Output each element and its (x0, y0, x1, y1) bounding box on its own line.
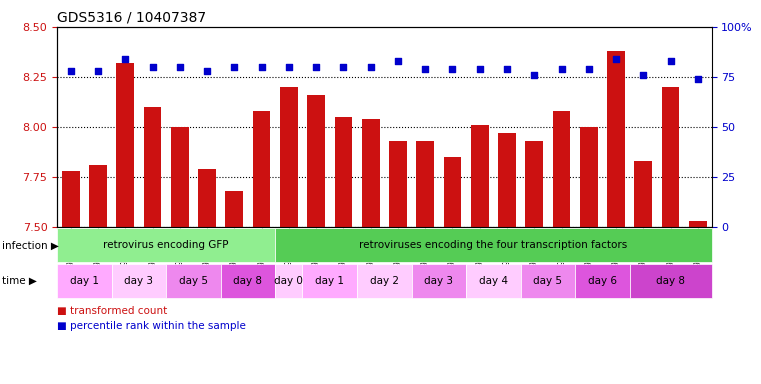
Text: day 0: day 0 (275, 276, 304, 286)
Point (283, 64, 295, 70)
Bar (580, 127, 597, 227)
Bar (498, 133, 516, 227)
Point (692, 76, 704, 82)
Point (583, 66, 595, 72)
Text: infection ▶: infection ▶ (2, 240, 59, 250)
Bar (307, 95, 325, 227)
Text: day 2: day 2 (370, 276, 399, 286)
Bar (335, 117, 352, 227)
Bar (444, 157, 461, 227)
Point (664, 58, 677, 64)
Bar (389, 141, 407, 227)
Bar (62, 170, 80, 227)
Point (256, 64, 268, 70)
Bar (552, 111, 571, 227)
Text: day 3: day 3 (425, 276, 454, 286)
Point (392, 58, 404, 64)
Bar (607, 51, 625, 227)
Text: day 3: day 3 (124, 276, 154, 286)
Text: day 8: day 8 (234, 276, 263, 286)
Text: day 8: day 8 (656, 276, 685, 286)
Point (637, 72, 649, 78)
Bar (253, 111, 270, 227)
Bar (689, 220, 707, 227)
Text: day 6: day 6 (588, 276, 617, 286)
Bar (361, 119, 380, 227)
Bar (171, 127, 189, 227)
Text: retroviruses encoding the four transcription factors: retroviruses encoding the four transcrip… (359, 240, 628, 250)
Point (447, 66, 459, 72)
Point (228, 64, 240, 70)
Point (92, 68, 104, 74)
Text: GDS5316 / 10407387: GDS5316 / 10407387 (57, 10, 206, 24)
Point (201, 68, 213, 74)
Bar (144, 107, 161, 227)
Bar (662, 87, 680, 227)
Point (610, 56, 622, 62)
Point (65, 68, 77, 74)
Bar (525, 141, 543, 227)
Bar (471, 125, 489, 227)
Text: retrovirus encoding GFP: retrovirus encoding GFP (103, 240, 229, 250)
Text: day 4: day 4 (479, 276, 508, 286)
Text: day 5: day 5 (179, 276, 208, 286)
Point (419, 66, 431, 72)
Text: time ▶: time ▶ (2, 276, 37, 286)
Point (556, 66, 568, 72)
Point (501, 66, 513, 72)
Bar (280, 87, 298, 227)
Text: day 1: day 1 (70, 276, 99, 286)
Point (146, 64, 158, 70)
Text: day 5: day 5 (533, 276, 562, 286)
Point (119, 56, 132, 62)
Point (473, 66, 486, 72)
Text: ■ percentile rank within the sample: ■ percentile rank within the sample (57, 321, 246, 331)
Bar (416, 141, 434, 227)
Bar (89, 165, 107, 227)
Bar (225, 190, 244, 227)
Point (174, 64, 186, 70)
Point (337, 64, 349, 70)
Bar (116, 63, 134, 227)
Point (528, 72, 540, 78)
Text: day 1: day 1 (315, 276, 344, 286)
Point (365, 64, 377, 70)
Bar (198, 169, 216, 227)
Bar (635, 161, 652, 227)
Point (310, 64, 322, 70)
Text: ■ transformed count: ■ transformed count (57, 306, 167, 316)
